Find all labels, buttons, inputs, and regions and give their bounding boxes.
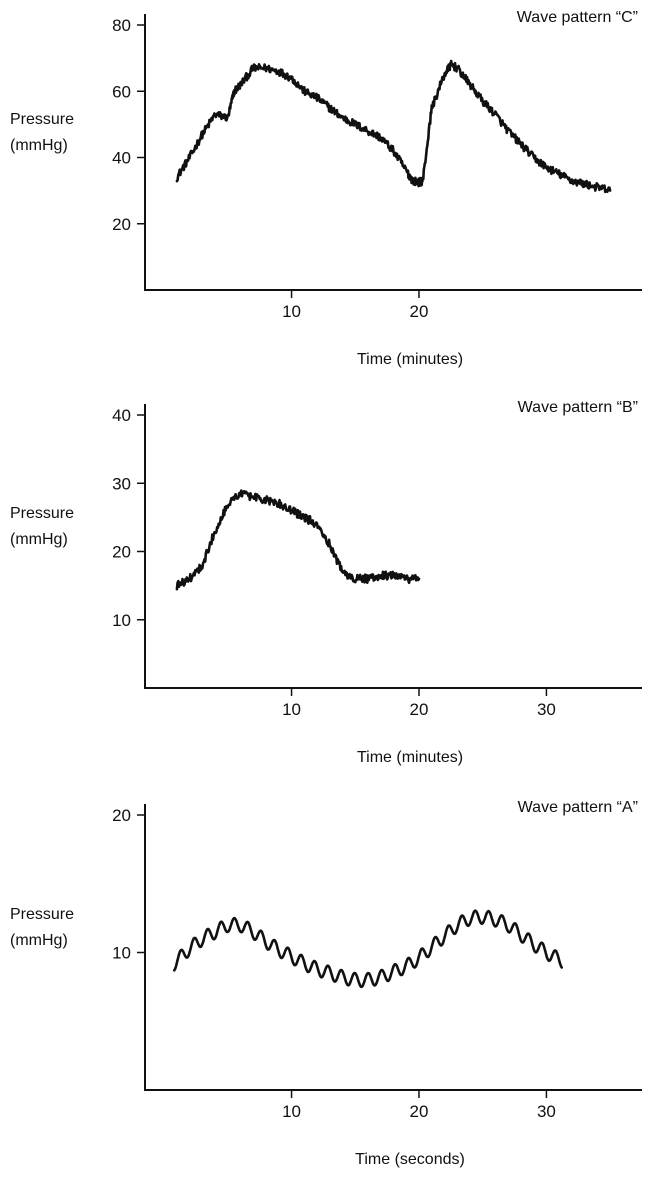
y-axis-label-line2: (mmHg) <box>10 932 68 949</box>
y-axis-label-line1: Pressure <box>10 906 74 923</box>
y-tick-label: 60 <box>112 82 131 101</box>
x-tick-label: 10 <box>282 302 301 321</box>
chart-title: Wave pattern “C” <box>517 9 638 26</box>
y-axis-label-line2: (mmHg) <box>10 137 68 154</box>
x-tick-label: 30 <box>537 1102 556 1121</box>
x-tick-label: 20 <box>410 700 429 719</box>
pressure-series-line <box>175 489 421 591</box>
y-tick-label: 20 <box>112 806 131 825</box>
x-tick-label: 10 <box>282 700 301 719</box>
pressure-series-line <box>173 909 563 989</box>
y-axis-label-line2: (mmHg) <box>10 531 68 548</box>
y-tick-label: 20 <box>112 215 131 234</box>
chart-panel-b: 10 20 30 40 10 20 30 Pressure (mmHg) Time (minute… <box>10 399 642 766</box>
x-axis-label: Time (minutes) <box>357 749 463 766</box>
x-tick-label: 30 <box>537 700 556 719</box>
y-tick-label: 20 <box>112 543 131 562</box>
y-tick-label: 40 <box>112 406 131 425</box>
chart-panel-c: 20406080102040Pressure(mmHg)Time (minute… <box>10 9 642 368</box>
pressure-series-line <box>175 59 612 194</box>
y-tick-label: 10 <box>112 611 131 630</box>
x-axis-label: Time (seconds) <box>355 1151 465 1168</box>
y-axis-label-line1: Pressure <box>10 505 74 522</box>
x-tick-label: 10 <box>282 1102 301 1121</box>
chart-title: Wave pattern “A” <box>518 799 638 816</box>
x-tick-label: 20 <box>410 302 429 321</box>
chart-panel-a: 10 20 10 20 30 Pressure (mmHg) Time (seconds) Wa… <box>10 799 642 1168</box>
x-tick-label: 20 <box>410 1102 429 1121</box>
y-tick-label: 10 <box>112 944 131 963</box>
y-axis-label-line1: Pressure <box>10 111 74 128</box>
y-tick-label: 80 <box>112 16 131 35</box>
chart-title: Wave pattern “B” <box>518 399 638 416</box>
y-tick-label: 30 <box>112 474 131 493</box>
x-axis-label: Time (minutes) <box>357 351 463 368</box>
y-tick-label: 40 <box>112 149 131 168</box>
